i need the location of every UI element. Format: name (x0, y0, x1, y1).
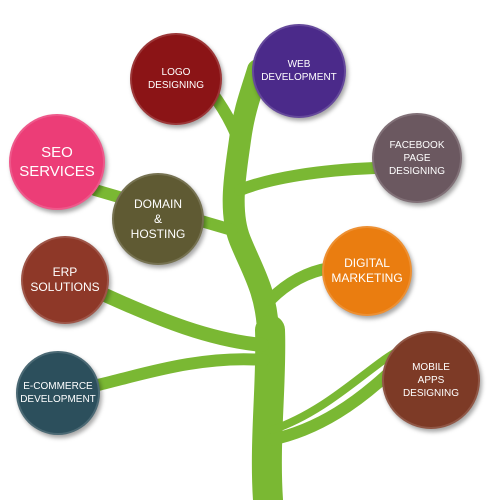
node-erp-solutions[interactable]: ERP SOLUTIONS (21, 236, 109, 324)
trunk-base (251, 315, 286, 500)
node-label: ERP SOLUTIONS (30, 265, 100, 294)
branch-mobile (264, 366, 396, 446)
node-label: FACEBOOK PAGE DESIGNING (388, 139, 446, 177)
node-mobile-apps-designing[interactable]: MOBILE APPS DESIGNING (382, 331, 480, 429)
branch-ecommerce (92, 353, 270, 391)
node-domain-hosting[interactable]: DOMAIN & HOSTING (112, 173, 204, 265)
node-label: SEO SERVICES (19, 144, 95, 180)
node-digital-marketing[interactable]: DIGITAL MARKETING (322, 226, 412, 316)
branch-facebook (234, 162, 381, 196)
branch-digital (264, 262, 336, 306)
node-label: MOBILE APPS DESIGNING (402, 361, 460, 399)
node-label: DIGITAL MARKETING (331, 256, 403, 285)
node-label: WEB DEVELOPMENT (261, 59, 337, 83)
node-facebook-page-designing[interactable]: FACEBOOK PAGE DESIGNING (372, 113, 462, 203)
node-logo-designing[interactable]: LOGO DESIGNING (130, 33, 222, 125)
node-label: E-COMMERCE DEVELOPMENT (20, 381, 96, 405)
node-web-development[interactable]: WEB DEVELOPMENT (252, 24, 346, 118)
node-label: LOGO DESIGNING (147, 67, 205, 91)
branch-erp (98, 288, 269, 352)
node-seo-services[interactable]: SEO SERVICES (9, 114, 105, 210)
node-label: DOMAIN & HOSTING (130, 196, 186, 241)
node-ecommerce-development[interactable]: E-COMMERCE DEVELOPMENT (16, 351, 100, 435)
